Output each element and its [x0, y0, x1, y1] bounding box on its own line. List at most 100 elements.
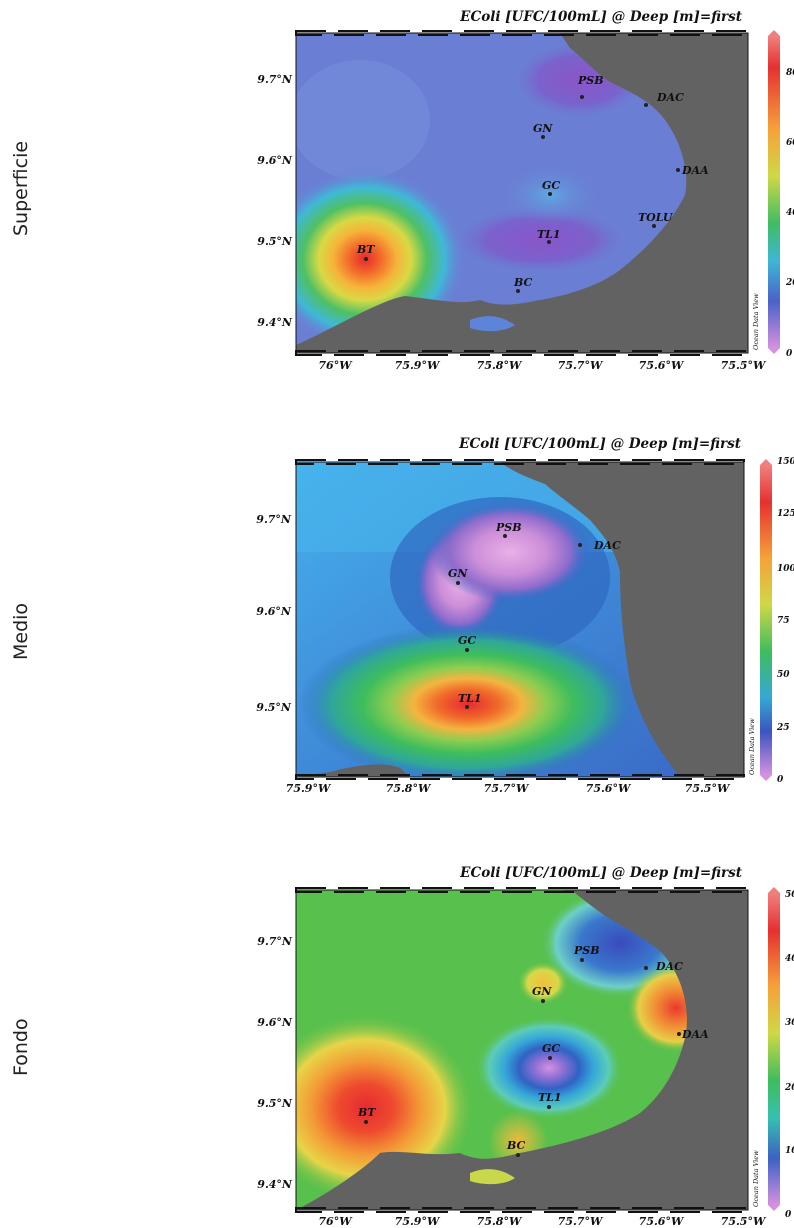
bay-water	[470, 316, 515, 332]
svg-text:150: 150	[777, 457, 794, 467]
svg-text:9.6°N: 9.6°N	[256, 605, 292, 618]
coastline-land	[296, 33, 748, 353]
bay-coastal	[470, 1169, 515, 1185]
svg-text:9.4°N: 9.4°N	[257, 316, 293, 329]
longitude-labels: 75.9°W 75.8°W 75.7°W 75.6°W 75.5°W	[286, 782, 731, 792]
svg-text:300: 300	[785, 1018, 794, 1028]
svg-text:75.9°W: 75.9°W	[395, 359, 441, 372]
svg-text:125: 125	[777, 509, 794, 519]
svg-text:50: 50	[777, 670, 790, 680]
svg-text:9.5°N: 9.5°N	[257, 1097, 293, 1110]
svg-text:TOLU: TOLU	[638, 211, 674, 224]
svg-text:75.5°W: 75.5°W	[721, 1215, 767, 1228]
svg-text:9.4°N: 9.4°N	[257, 1178, 293, 1191]
svg-text:0: 0	[786, 349, 793, 359]
svg-text:GN: GN	[448, 567, 468, 580]
map-panel-fondo: EColi [UFC/100mL] @ Deep [m]=first 9.7°N…	[257, 865, 794, 1228]
svg-text:9.7°N: 9.7°N	[257, 935, 293, 948]
svg-text:75.7°W: 75.7°W	[558, 359, 604, 372]
svg-text:0: 0	[785, 1210, 792, 1220]
svg-text:0: 0	[777, 775, 784, 785]
colorbar: 500 400 300 200 100 0	[768, 887, 794, 1220]
svg-text:25: 25	[776, 723, 790, 733]
map-field	[296, 890, 748, 1210]
svg-text:9.5°N: 9.5°N	[257, 235, 293, 248]
map-title: EColi [UFC/100mL] @ Deep [m]=first	[458, 436, 742, 452]
svg-text:800: 800	[786, 68, 794, 78]
svg-text:9.6°N: 9.6°N	[257, 1016, 293, 1029]
svg-text:GN: GN	[533, 122, 553, 135]
colorbar: 800 600 400 200 0	[768, 30, 794, 359]
map-frame	[295, 32, 749, 354]
frame-ticks-bottom	[295, 350, 749, 356]
svg-text:600: 600	[786, 138, 794, 148]
svg-text:DAA: DAA	[681, 164, 709, 177]
longitude-labels: 76°W 75.9°W 75.8°W 75.7°W 75.6°W 75.5°W	[318, 359, 767, 372]
map-field	[296, 462, 744, 777]
svg-text:75.8°W: 75.8°W	[386, 782, 432, 792]
svg-text:PSB: PSB	[495, 521, 522, 534]
svg-text:200: 200	[784, 1083, 794, 1093]
frame-ticks-top	[295, 459, 745, 465]
odv-credit: Ocean Data View	[748, 718, 756, 775]
latitude-labels: 9.7°N 9.6°N 9.5°N	[256, 513, 292, 714]
svg-text:GC: GC	[542, 1042, 560, 1055]
svg-text:9.6°N: 9.6°N	[257, 154, 293, 167]
svg-text:9.7°N: 9.7°N	[256, 513, 292, 526]
svg-text:500: 500	[785, 890, 794, 900]
latitude-labels: 9.7°N 9.6°N 9.5°N 9.4°N	[257, 935, 293, 1191]
svg-text:75.6°W: 75.6°W	[639, 1215, 685, 1228]
svg-text:75.9°W: 75.9°W	[395, 1215, 441, 1228]
station-markers: PSB DAC GN DAA GC TOLU TL1 BT BC	[356, 74, 709, 293]
frame-ticks-top	[295, 887, 749, 893]
svg-text:400: 400	[786, 208, 794, 218]
svg-text:GC: GC	[542, 179, 560, 192]
svg-text:400: 400	[785, 954, 794, 964]
colorbar: 150 125 100 75 50 25 0	[760, 457, 794, 785]
svg-text:100: 100	[785, 1146, 794, 1156]
svg-text:75.8°W: 75.8°W	[477, 359, 523, 372]
svg-text:GN: GN	[532, 985, 552, 998]
svg-text:9.5°N: 9.5°N	[256, 701, 292, 714]
frame-ticks-bottom	[295, 1207, 749, 1213]
svg-text:DAC: DAC	[656, 91, 684, 104]
map-panel-medio: EColi [UFC/100mL] @ Deep [m]=first 9.7°N…	[256, 436, 794, 792]
map-frame	[295, 889, 749, 1211]
svg-text:9.7°N: 9.7°N	[257, 73, 293, 86]
odv-credit: Ocean Data View	[752, 1150, 760, 1207]
svg-text:75.5°W: 75.5°W	[721, 359, 767, 372]
odv-credit: Ocean Data View	[752, 293, 760, 350]
svg-text:BC: BC	[506, 1139, 526, 1152]
svg-text:76°W: 76°W	[318, 1215, 353, 1228]
coastline-land	[296, 890, 748, 1210]
map-frame	[295, 461, 745, 778]
svg-text:DAA: DAA	[681, 1028, 709, 1041]
map-panel-superficie: EColi [UFC/100mL] @ Deep [m]=first 9.7°N…	[257, 9, 794, 372]
svg-text:200: 200	[785, 278, 794, 288]
svg-text:TL1: TL1	[458, 692, 482, 705]
map-title: EColi [UFC/100mL] @ Deep [m]=first	[459, 865, 743, 881]
svg-text:DAC: DAC	[655, 960, 683, 973]
svg-text:DAC: DAC	[593, 539, 621, 552]
svg-text:75.7°W: 75.7°W	[558, 1215, 604, 1228]
svg-text:75.6°W: 75.6°W	[586, 782, 632, 792]
svg-text:TL1: TL1	[537, 228, 561, 241]
svg-text:100: 100	[777, 564, 794, 574]
svg-text:75.8°W: 75.8°W	[477, 1215, 523, 1228]
station-markers: PSB DAC GN GC TL1	[448, 521, 621, 709]
frame-ticks-top	[295, 30, 749, 36]
map-title: EColi [UFC/100mL] @ Deep [m]=first	[459, 9, 743, 25]
svg-text:GC: GC	[458, 634, 476, 647]
svg-text:PSB: PSB	[573, 944, 600, 957]
map-field	[296, 33, 748, 353]
svg-text:BC: BC	[513, 276, 533, 289]
svg-text:BT: BT	[356, 243, 375, 256]
station-markers: PSB DAC GN DAA GC TL1 BT BC	[357, 944, 709, 1157]
svg-text:75.6°W: 75.6°W	[639, 359, 685, 372]
svg-text:76°W: 76°W	[318, 359, 353, 372]
coastline-land	[500, 462, 744, 777]
svg-text:75.9°W: 75.9°W	[286, 782, 332, 792]
frame-ticks-bottom	[295, 774, 745, 780]
svg-text:BT: BT	[357, 1106, 376, 1119]
svg-text:75.7°W: 75.7°W	[484, 782, 530, 792]
